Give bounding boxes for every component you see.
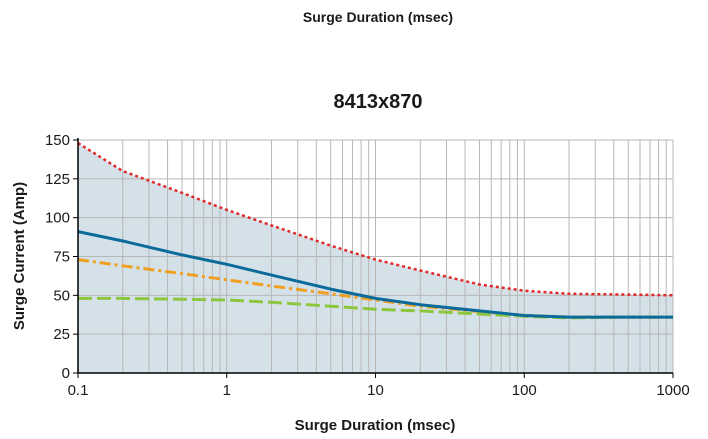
plot-area: 0.1 1 10 100 1000 0 25 50 75 100 125 150	[45, 132, 690, 399]
x-tick-label: 10	[367, 382, 384, 399]
y-tick-label: 150	[45, 132, 70, 149]
x-tick-label: 0.1	[68, 382, 89, 399]
header-label: Surge Duration (msec)	[303, 9, 453, 25]
chart-title: 8413x870	[334, 91, 423, 113]
series-line-dashed	[78, 296, 673, 320]
y-tick-label: 100	[45, 210, 70, 227]
y-axis-label: Surge Current (Amp)	[11, 182, 28, 330]
series-line-dotted	[77, 142, 674, 297]
series-line-solid	[77, 230, 673, 319]
y-tick-label: 75	[53, 249, 70, 266]
x-tick-label: 100	[512, 382, 537, 399]
y-tick-label: 50	[53, 287, 70, 304]
y-tick-label: 25	[53, 326, 70, 343]
y-tick-label: 0	[62, 365, 70, 382]
x-axis-label: Surge Duration (msec)	[295, 417, 456, 434]
x-tick-label: 1000	[656, 382, 689, 399]
y-tick-label: 125	[45, 171, 70, 188]
x-tick-label: 1	[223, 382, 231, 399]
